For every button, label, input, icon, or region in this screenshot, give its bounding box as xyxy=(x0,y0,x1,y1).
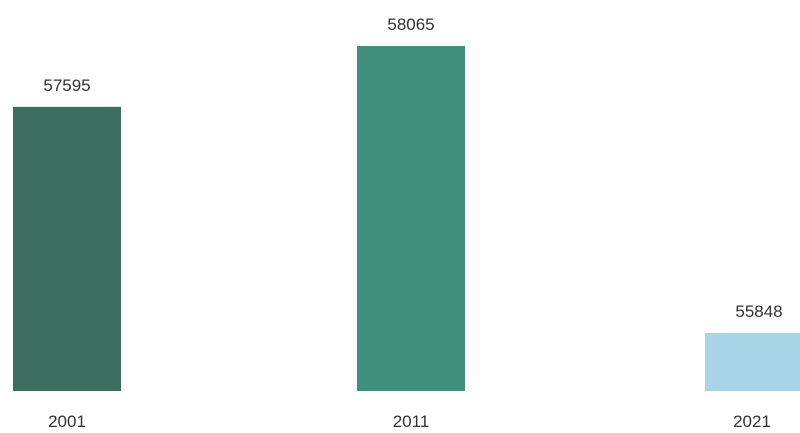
bar-2011 xyxy=(357,46,465,391)
bar-2001 xyxy=(13,106,121,392)
x-tick-label-2001: 2001 xyxy=(48,412,86,431)
x-tick-label-2021: 2021 xyxy=(733,412,771,431)
data-label-2011: 58065 xyxy=(387,15,434,34)
bar-2021 xyxy=(705,333,800,391)
data-label-2001: 57595 xyxy=(43,76,90,95)
data-label-2021: 55848 xyxy=(735,302,782,321)
x-tick-label-2011: 2011 xyxy=(393,412,430,431)
